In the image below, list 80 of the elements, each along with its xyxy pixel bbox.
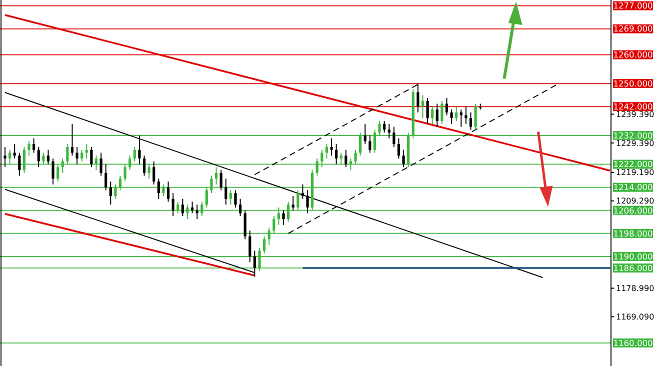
candlestick — [292, 195, 294, 211]
candlestick — [431, 106, 434, 124]
candlestick — [90, 146, 93, 168]
candlestick — [234, 190, 237, 208]
candlestick — [426, 97, 429, 124]
candlestick — [52, 158, 54, 185]
y-tick-label: 1219.190 — [616, 168, 654, 178]
candlestick — [460, 109, 462, 128]
ref-line-label: 1277.000 — [613, 0, 653, 11]
candlestick — [80, 149, 84, 162]
candlestick — [244, 210, 246, 240]
candlestick — [157, 178, 160, 200]
candlestick — [238, 198, 242, 217]
candlestick — [104, 164, 108, 191]
ref-line-label: 1198.000 — [613, 228, 653, 238]
candlestick — [28, 140, 30, 156]
candlestick — [392, 126, 396, 148]
candlestick — [364, 123, 366, 145]
y-tick-label: 1229.390 — [616, 138, 654, 148]
candlestick — [229, 190, 232, 206]
candlestick — [166, 181, 170, 202]
ref-line-label: 1160.000 — [613, 338, 653, 348]
ref-line-label: 1260.000 — [613, 50, 653, 60]
candlestick — [474, 103, 477, 130]
candlestick — [133, 146, 136, 162]
candlestick — [282, 210, 285, 226]
candlestick — [388, 123, 390, 139]
candlestick — [76, 146, 78, 165]
candlestick — [138, 134, 141, 165]
candlestick — [109, 181, 112, 206]
ref-line-label: 1190.000 — [613, 251, 653, 262]
candlestick — [262, 236, 266, 254]
candlestick — [142, 155, 146, 176]
ref-line-label: 1269.000 — [613, 24, 653, 34]
ref-line-label: 1222.000 — [613, 159, 653, 170]
candlestick — [344, 149, 348, 168]
candlestick — [368, 134, 372, 154]
candlestick — [335, 144, 338, 165]
candlestick — [181, 198, 184, 217]
candlestick — [306, 190, 309, 214]
candlestick — [469, 112, 472, 130]
y-tick-label: 1209.290 — [616, 196, 654, 206]
candlestick — [37, 146, 40, 168]
candlestick — [224, 178, 228, 206]
y-tick-label: 1178.990 — [616, 284, 654, 294]
ref-line-label: 1186.000 — [613, 262, 653, 273]
candlestick — [196, 204, 198, 220]
candlestick — [402, 149, 405, 168]
candlestick — [32, 138, 36, 154]
candlestick — [440, 100, 444, 124]
candlestick — [152, 160, 156, 185]
candlestick — [301, 184, 304, 200]
y-tick-label: 1239.390 — [616, 110, 654, 119]
ref-line-label: 1232.000 — [613, 130, 653, 140]
candlestick — [436, 103, 438, 128]
ref-line-label: 1206.000 — [613, 205, 653, 216]
candlestick — [18, 152, 21, 176]
ref-line-label: 1250.000 — [613, 78, 653, 88]
candlestick — [450, 109, 453, 124]
candlestick — [455, 106, 458, 122]
candlestick — [46, 149, 50, 165]
candlestick — [325, 144, 328, 160]
y-tick-label: 1169.090 — [616, 312, 654, 322]
candlestick — [383, 120, 386, 134]
candlestick — [445, 97, 448, 116]
candlestick — [248, 230, 252, 263]
candlestick — [13, 144, 16, 160]
candlestick — [100, 152, 102, 176]
candlestick — [190, 201, 194, 214]
candlestick — [172, 192, 174, 217]
candlestick — [464, 106, 468, 124]
candlestick — [220, 170, 222, 191]
ref-line-label: 1214.000 — [613, 182, 653, 192]
candlestick — [421, 94, 424, 119]
candlestick — [70, 123, 74, 156]
candlestick — [214, 166, 218, 185]
candlestick — [397, 138, 400, 160]
ref-line-label: 1242.000 — [613, 102, 653, 112]
candlestick — [330, 138, 333, 156]
candlestick — [4, 146, 6, 168]
